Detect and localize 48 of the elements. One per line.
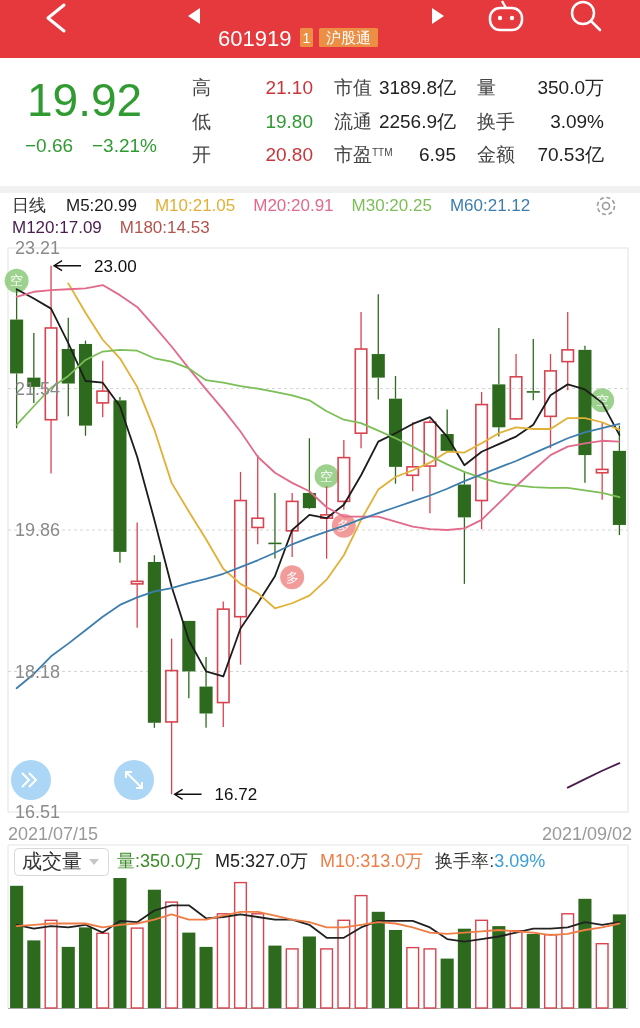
label: 流通	[334, 111, 372, 132]
annotation: 16.72	[214, 785, 258, 805]
legend-item: 3.09%	[494, 851, 546, 871]
label: 金额	[477, 144, 515, 165]
value: 2256.9亿	[378, 111, 456, 132]
tag-text: 1	[302, 29, 311, 46]
value: 70.53亿	[537, 144, 604, 165]
legend-item: M5:327.0万	[215, 851, 309, 871]
text: −0.66	[25, 135, 74, 156]
legend-item: M10:313.0万	[320, 851, 424, 871]
tag-text: 沪股通	[326, 28, 371, 46]
label: 低	[192, 111, 211, 132]
value: 3.09%	[550, 111, 604, 132]
annotation: 2021/07/15	[8, 824, 99, 844]
value: 3189.8亿	[378, 77, 456, 98]
label: 高	[192, 77, 211, 98]
text: −3.21%	[92, 135, 157, 156]
value: 19.80	[265, 111, 313, 132]
point-label: 多	[285, 569, 299, 585]
title: 成交量	[22, 850, 82, 872]
legend-item: 换手率:	[435, 851, 495, 871]
value: 6.95	[419, 144, 456, 165]
legend-item: M5:20.99	[66, 196, 137, 215]
legend-item: M30:20.25	[351, 196, 432, 215]
point-label: 空	[10, 273, 24, 289]
legend-item: M20:20.91	[253, 196, 334, 215]
legend-item: 量:350.0万	[117, 851, 204, 871]
label: 换手	[477, 111, 515, 132]
title: 日线	[12, 196, 46, 215]
label: 市盈$^{TTM}$	[334, 144, 393, 165]
legend-item: M120:17.09	[12, 218, 102, 237]
value: 350.0万	[537, 77, 604, 98]
label: 市值	[334, 77, 372, 98]
text: 601919	[218, 26, 292, 51]
value: 20.80	[265, 144, 313, 165]
annotation: 2021/09/02	[541, 824, 632, 844]
legend-item: M10:21.05	[154, 196, 236, 215]
label: 量	[477, 77, 496, 98]
annotation: 23.00	[94, 256, 137, 276]
legend-item: M180:14.53	[119, 218, 210, 237]
point-label: 空	[320, 468, 334, 484]
y-tick-label: 16.51	[15, 802, 61, 823]
legend-item: M60:21.12	[449, 196, 531, 215]
value: 21.10	[265, 77, 313, 98]
y-tick-label: 23.21	[15, 238, 61, 259]
y-tick-label: 19.86	[15, 520, 61, 541]
text: 19.92	[27, 74, 143, 126]
label: 开	[192, 144, 211, 165]
